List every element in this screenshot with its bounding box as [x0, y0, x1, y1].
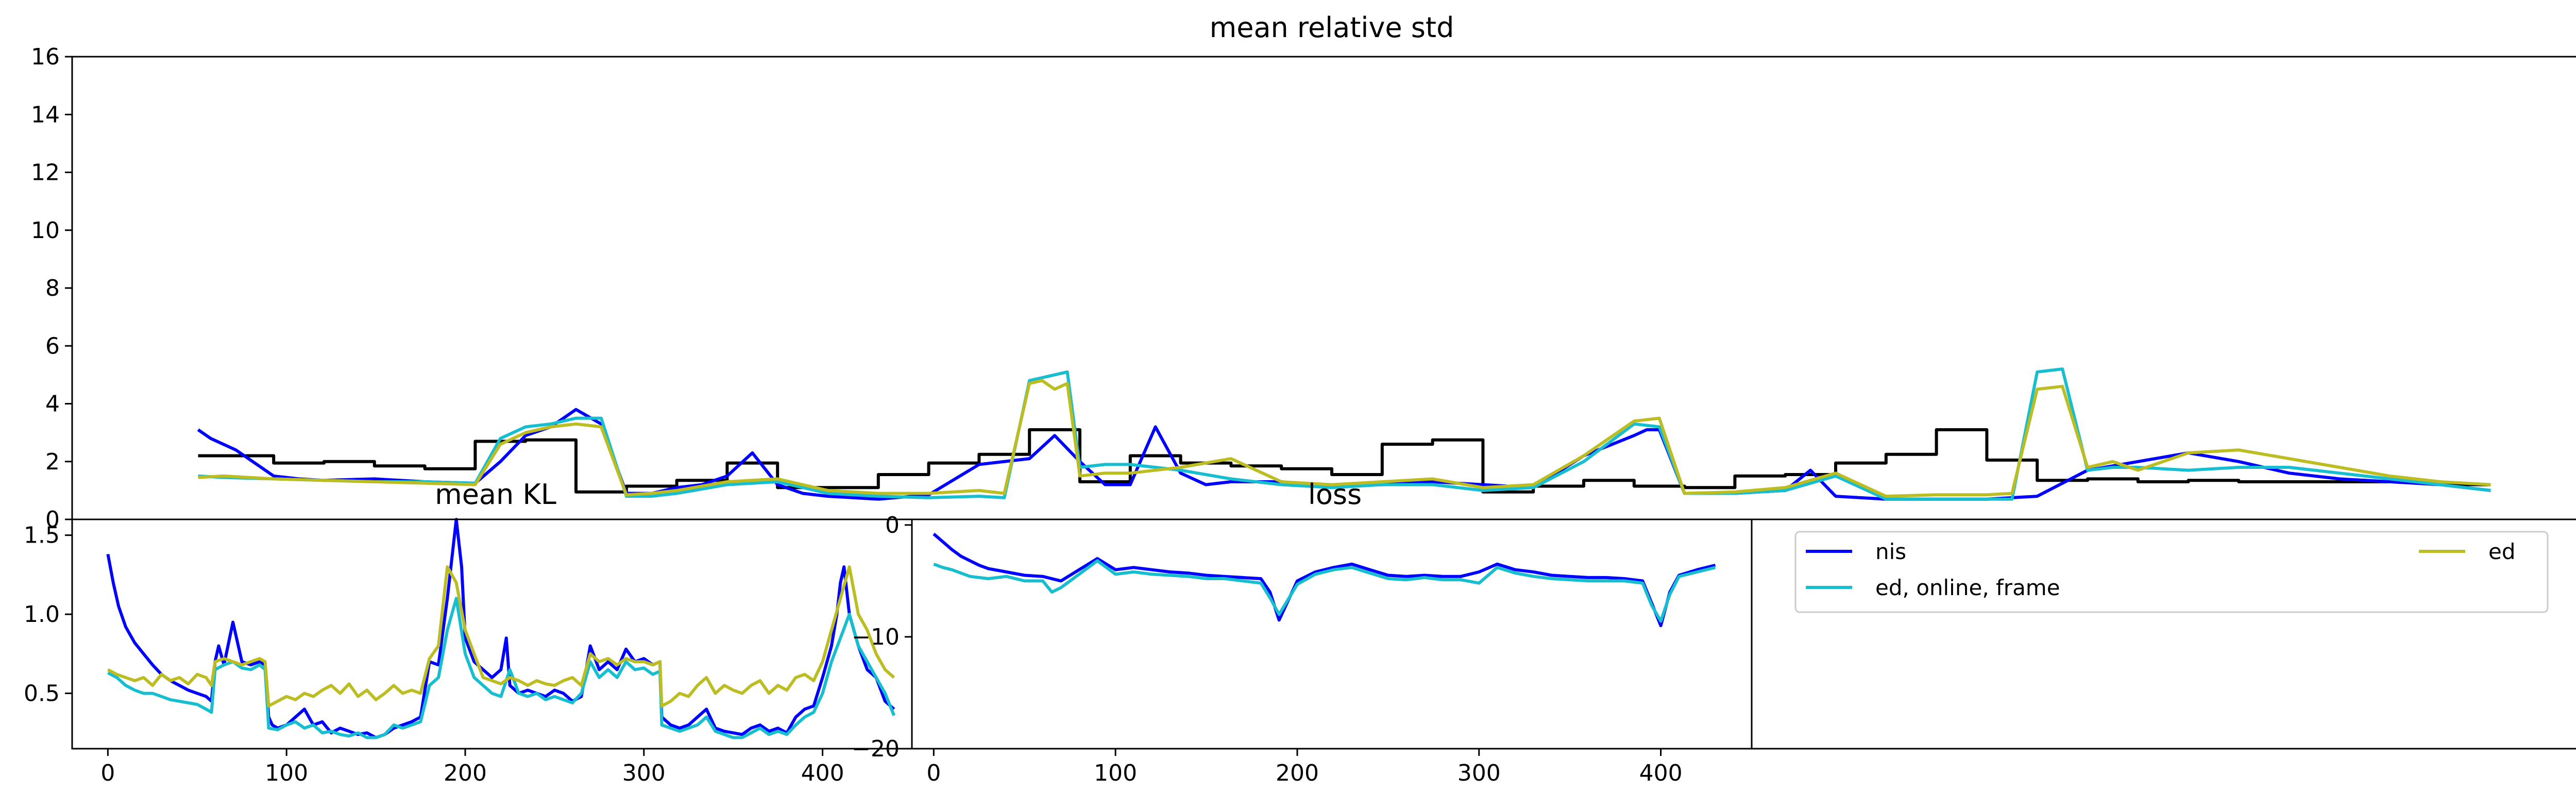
- top-ytick-label: 12: [31, 160, 60, 186]
- kl-series-ed: [107, 565, 895, 708]
- loss-series-ed-online-frame: [933, 559, 1716, 623]
- top-ytick-label: 4: [45, 391, 60, 417]
- top-panel-title: mean relative std: [1210, 11, 1454, 44]
- kl-xtick-label: 200: [444, 760, 487, 786]
- loss-plot: 0 −10 −20 0 100 200 300 400: [852, 512, 1716, 786]
- legend-entry-ed: ed: [2419, 539, 2516, 564]
- top-series-ed: [198, 379, 2491, 498]
- top-ytick-label: 14: [31, 102, 60, 128]
- legend-entry-ed-online-frame: ed, online, frame: [1806, 575, 2060, 600]
- kl-xtick-label: 0: [100, 760, 115, 786]
- kl-ytick-label: 1.5: [24, 522, 60, 549]
- legend-panel-frame: [1751, 518, 2576, 750]
- kl-ytick-label: 0.5: [24, 681, 60, 707]
- legend-label-nis: nis: [1875, 539, 1906, 564]
- kl-series-nis: [106, 518, 895, 739]
- loss-panel-title: loss: [1308, 478, 1362, 511]
- loss-series-nis: [933, 532, 1716, 628]
- top-ytick-label: 0: [45, 507, 60, 533]
- kl-panel-title: mean KL: [435, 478, 556, 511]
- mean-kl-plot: 0.5 1.0 1.5 0 100 200 300 400: [24, 518, 896, 786]
- top-ytick-label: 8: [45, 275, 60, 301]
- top-series-ed-online-frame: [198, 367, 2491, 501]
- kl-xtick-label: 400: [801, 760, 844, 786]
- legend-label-ed: ed: [2488, 539, 2516, 564]
- legend-entry-nis: nis: [1806, 539, 1906, 564]
- mean-relative-std-plot: 0 2 4 6 8 10 12 14 16: [31, 44, 2491, 533]
- top-ytick-label: 16: [31, 44, 60, 70]
- kl-xtick-label: 300: [622, 760, 666, 786]
- loss-ytick-label: 0: [885, 512, 900, 538]
- legend: nis ed, online, frame ed: [1794, 531, 2549, 613]
- loss-xtick-label: 200: [1276, 760, 1319, 786]
- loss-xtick-label: 300: [1458, 760, 1501, 786]
- legend-label-ed-online-frame: ed, online, frame: [1875, 575, 2060, 600]
- legend-box: [1794, 531, 2549, 613]
- loss-ytick-label: −20: [852, 736, 900, 762]
- top-ytick-label: 2: [45, 449, 60, 475]
- top-series-reference: [198, 428, 2491, 494]
- loss-xtick-label: 0: [926, 760, 941, 786]
- top-ytick-label: 10: [31, 217, 60, 244]
- kl-xtick-label: 100: [265, 760, 308, 786]
- loss-xtick-label: 100: [1094, 760, 1137, 786]
- top-ytick-label: 6: [45, 333, 60, 359]
- kl-ytick-label: 1.0: [24, 601, 60, 628]
- loss-xtick-label: 400: [1639, 760, 1683, 786]
- loss-ytick-label: −10: [852, 624, 900, 650]
